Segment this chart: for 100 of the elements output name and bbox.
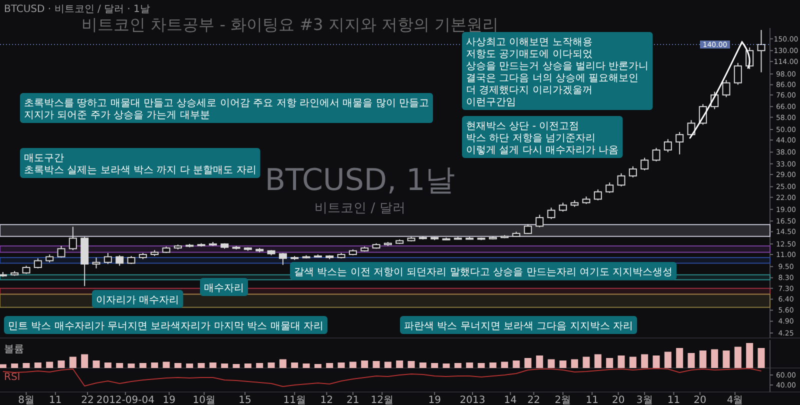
x-tick-label: 11 — [49, 395, 62, 405]
bar — [81, 354, 88, 368]
bar — [11, 364, 18, 368]
bar — [46, 362, 54, 368]
bar — [699, 350, 706, 368]
x-tick-label: 10월 — [192, 395, 216, 405]
bar — [232, 364, 240, 368]
bar — [244, 364, 252, 368]
candlestick — [722, 80, 730, 98]
bar — [128, 364, 135, 368]
text: BTCUSD · 비트코인 / 달러 · 1날 — [4, 4, 150, 15]
bar — [559, 360, 566, 368]
bar — [711, 349, 718, 368]
candlestick — [536, 214, 544, 228]
bar — [618, 356, 625, 368]
bar — [478, 363, 485, 368]
annotation: 갈색 박스는 이전 저항이 되던자리 말했다고 상승을 만드는자리 여기도 지지박스생성 — [294, 267, 673, 278]
bar — [512, 360, 520, 368]
bar — [92, 360, 100, 368]
bar — [664, 352, 672, 368]
candlestick — [547, 207, 556, 220]
bar — [0, 364, 6, 368]
x-tick-label: 2월 — [554, 395, 572, 405]
bar — [116, 363, 124, 368]
annotation: BTCUSD, 1날 — [264, 163, 456, 198]
bar — [734, 346, 742, 368]
bar — [22, 363, 30, 368]
bar — [302, 364, 310, 368]
bar — [454, 363, 462, 368]
x-tick-label: 11 — [586, 395, 598, 405]
annotation: 민트 박스 매수자리가 무너지면 보라색자리가 마지막 박스 매물대 자리 — [8, 321, 324, 332]
bar — [442, 364, 450, 368]
candlestick — [104, 252, 112, 265]
bar — [104, 362, 112, 368]
bar — [349, 362, 356, 368]
x-tick-label: 20 — [694, 395, 706, 405]
bar — [746, 343, 754, 368]
bar — [291, 362, 298, 368]
bar — [419, 362, 426, 368]
candlestick — [606, 182, 614, 194]
bar — [162, 362, 170, 368]
annotation: 매도구간 초록박스 실제는 보라색 박스 까지 다 분할매도 자리 — [24, 153, 256, 176]
bar — [688, 353, 695, 368]
annotation: 파란색 박스 무너지면 보라색 그다음 지지박스 자리 — [404, 321, 634, 332]
candlestick — [278, 252, 287, 266]
chart-title: 비트코인 차트공부 - 화이팅요 #3 지지와 저항의 기본원리 — [82, 15, 498, 34]
bar — [69, 356, 76, 368]
bar — [256, 363, 264, 368]
candlestick — [664, 138, 672, 153]
annotation: 볼륨 — [4, 344, 24, 355]
candlestick — [734, 62, 742, 86]
x-tick-label: 20 — [612, 395, 625, 405]
annotation: RSI — [4, 372, 20, 383]
x-tick-label: 12 — [320, 395, 334, 405]
bar — [536, 356, 544, 368]
bar — [501, 362, 508, 368]
x-tick-label: 22 — [81, 395, 94, 405]
bar — [221, 364, 228, 368]
bar — [268, 362, 275, 368]
bar — [174, 363, 182, 368]
x-tick-label: 12월 — [370, 395, 394, 405]
bar — [582, 356, 590, 368]
annotation: 초록박스를 땅하고 매물대 만들고 상승세로 이어감 주요 저항 라인에서 매물을 많이 만들고 지지가 되어준 주가 상승을 가는게 대부분 — [24, 98, 429, 121]
bar — [361, 360, 368, 368]
candlestick — [34, 258, 42, 269]
annotation: 비트코인 / 달러 — [314, 201, 406, 216]
bar — [466, 362, 474, 368]
candlestick — [594, 188, 602, 201]
candlestick — [617, 172, 626, 187]
x-tick-label: 15 — [238, 395, 252, 405]
bar — [279, 359, 286, 368]
bar — [571, 359, 578, 368]
x-tick-label: 2012-09-04 — [96, 395, 154, 405]
bar — [676, 348, 684, 368]
bar — [594, 354, 602, 368]
annotation: 현재박스 상단 - 이전고점 박스 하단 저항을 넘기준자리 이렇게 설게 다시 매수자리가 나옴 — [466, 121, 619, 156]
bar — [326, 363, 334, 368]
x-tick-label: 22 — [527, 395, 540, 405]
bar — [314, 364, 322, 368]
bar — [338, 362, 345, 368]
annotation: 이자리가 매수자리 — [96, 295, 180, 306]
bar — [548, 359, 555, 368]
bar — [151, 362, 158, 368]
x-tick-label: 2013 — [460, 395, 486, 405]
x-tick-label: 21 — [346, 395, 360, 405]
candlestick — [92, 257, 100, 269]
candlestick — [676, 132, 684, 155]
x-tick-label: 3월 — [636, 395, 653, 405]
x-tick-label: 11월 — [283, 395, 306, 405]
bar — [641, 354, 648, 368]
bar — [186, 364, 194, 368]
candlestick — [640, 157, 649, 171]
candlestick — [116, 254, 124, 266]
bar — [34, 362, 42, 368]
bar — [606, 358, 614, 368]
x-tick-label: 19 — [162, 395, 176, 405]
bar — [408, 361, 415, 368]
annotation: 매수자리 — [204, 283, 244, 294]
candlestick — [68, 226, 77, 251]
bar — [209, 362, 216, 368]
